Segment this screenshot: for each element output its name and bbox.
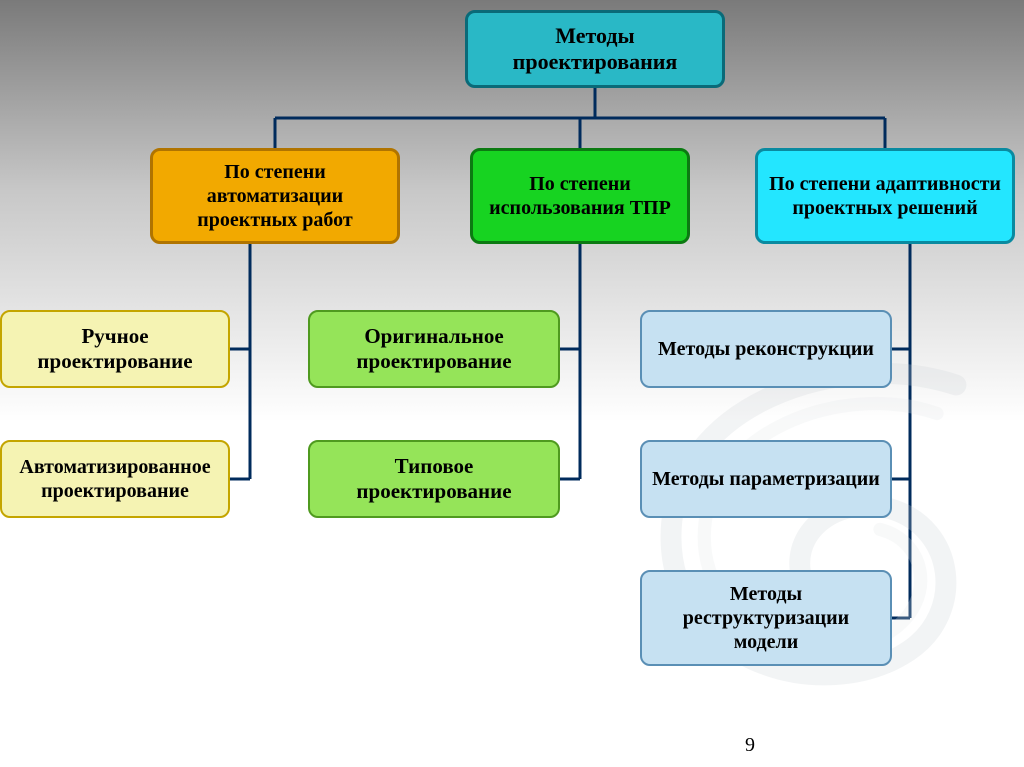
node-b1: Оригинальное проектирование xyxy=(308,310,560,388)
node-a2: Автоматизированное проектирование xyxy=(0,440,230,518)
node-cat3: По степени адаптивности проектных решени… xyxy=(755,148,1015,244)
node-cat1: По степени автоматизации проектных работ xyxy=(150,148,400,244)
background-swirl-decoration xyxy=(614,347,994,727)
node-a1: Ручное проектирование xyxy=(0,310,230,388)
node-b2: Типовое проектирование xyxy=(308,440,560,518)
node-c2: Методы параметризации xyxy=(640,440,892,518)
page-number: 9 xyxy=(745,734,755,757)
node-c3: Методы реструктуризации модели xyxy=(640,570,892,666)
node-root: Методы проектирования xyxy=(465,10,725,88)
node-cat2: По степени использования ТПР xyxy=(470,148,690,244)
node-c1: Методы реконструкции xyxy=(640,310,892,388)
